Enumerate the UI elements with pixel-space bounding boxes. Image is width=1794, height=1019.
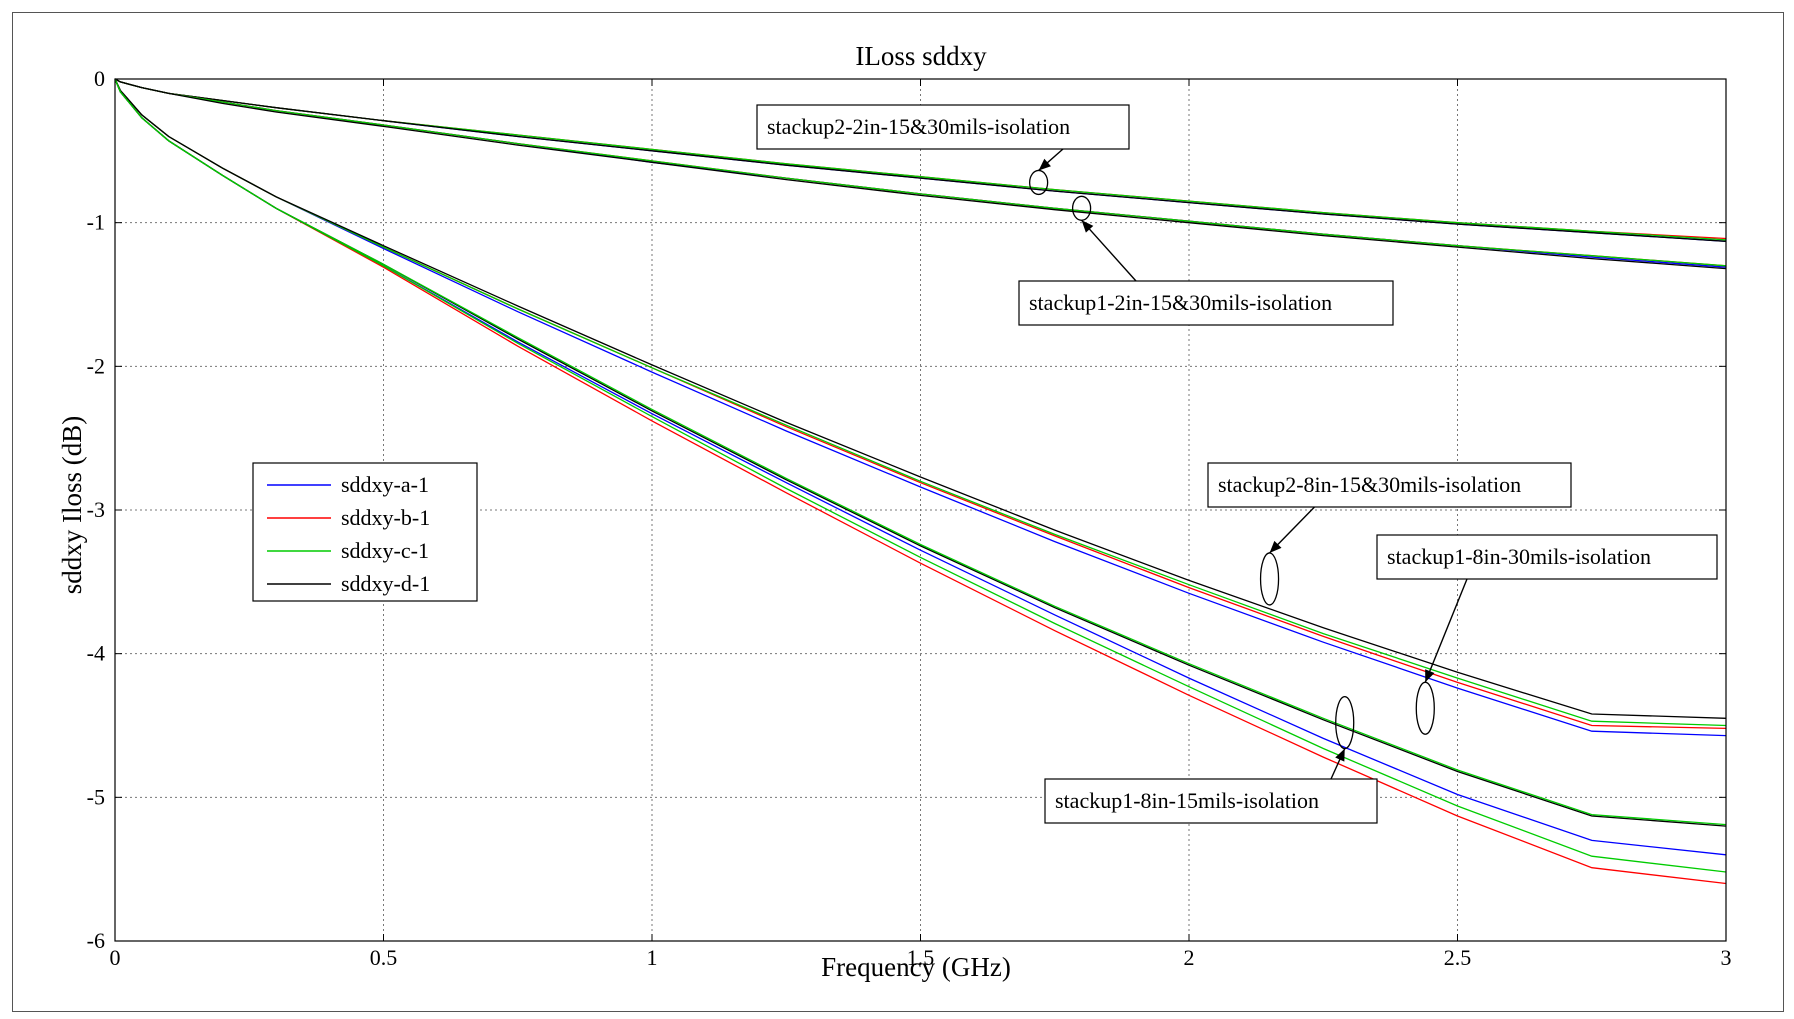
y-tick-label: -1	[87, 210, 105, 235]
legend-box	[252, 462, 478, 602]
x-axis-label: Frequency (GHz)	[821, 952, 1011, 982]
x-tick-label: 1	[647, 945, 658, 970]
callout-box	[1044, 778, 1378, 824]
plot-area-frame	[114, 78, 1727, 942]
callout-ellipse	[1415, 681, 1435, 735]
callout-label: stackup1-8in-15mils-isolation	[1055, 788, 1319, 813]
y-tick-label: 0	[94, 66, 105, 91]
x-tick-label: 2	[1184, 945, 1195, 970]
x-tick-label: 1.5	[907, 945, 935, 970]
callout-ellipse	[1259, 552, 1280, 606]
x-tick-label: 2.5	[1444, 945, 1472, 970]
callout-box	[1018, 280, 1394, 326]
callout-label: stackup1-8in-30mils-isolation	[1387, 544, 1651, 569]
callout-label: stackup2-8in-15&30mils-isolation	[1218, 472, 1521, 497]
callout-arrowhead	[1081, 220, 1094, 233]
callout-arrowhead	[1269, 540, 1282, 553]
x-tick-label: 0	[110, 945, 121, 970]
callout-label: stackup2-2in-15&30mils-isolation	[767, 114, 1070, 139]
callout-arrowhead	[1335, 748, 1345, 762]
x-tick-label: 3	[1721, 945, 1732, 970]
figure-window: ILoss sddxy Frequency (GHz) sddxy Iloss …	[12, 12, 1784, 1012]
callout-arrowhead	[1425, 669, 1435, 683]
series-line	[114, 78, 1727, 719]
y-tick-label: -5	[87, 784, 105, 809]
callout-box	[1376, 534, 1718, 580]
callout-annotations: stackup2-2in-15&30mils-isolation stackup1…	[756, 104, 1718, 824]
callout-arrowhead	[1038, 158, 1051, 171]
legend-label: sddxy-b-1	[341, 505, 430, 530]
legend-label: sddxy-a-1	[341, 472, 429, 497]
series-line	[114, 78, 1727, 826]
callout-arrow	[1081, 219, 1137, 282]
y-tick-label: -6	[87, 928, 105, 953]
y-tick-label: -4	[87, 641, 105, 666]
callout-ellipse	[1335, 695, 1355, 750]
y-tick-label: -3	[87, 497, 105, 522]
legend-label: sddxy-d-1	[341, 571, 430, 596]
x-tick-label: 0.5	[370, 945, 398, 970]
callout-box	[1207, 462, 1572, 508]
y-axis-label: sddxy Iloss (dB)	[57, 416, 87, 595]
series-lines	[114, 78, 1727, 885]
callout-box	[756, 104, 1130, 150]
axis-ticks: 0 0.5 1 1.5 2 2.5 3 0 -1 -2 -3 -4 -5 -6	[87, 66, 1732, 970]
line-chart: ILoss sddxy Frequency (GHz) sddxy Iloss …	[57, 41, 1732, 982]
callout-label: stackup1-2in-15&30mils-isolation	[1029, 290, 1332, 315]
legend: sddxy-a-1 sddxy-b-1 sddxy-c-1 sddxy-d-1	[252, 462, 478, 602]
callout-arrow	[1424, 578, 1468, 683]
series-line	[114, 78, 1727, 270]
callout-ellipse	[1071, 195, 1092, 221]
chart-title: ILoss sddxy	[855, 41, 987, 71]
y-tick-label: -2	[87, 353, 105, 378]
callout-ellipse	[1028, 169, 1049, 196]
legend-label: sddxy-c-1	[341, 538, 429, 563]
